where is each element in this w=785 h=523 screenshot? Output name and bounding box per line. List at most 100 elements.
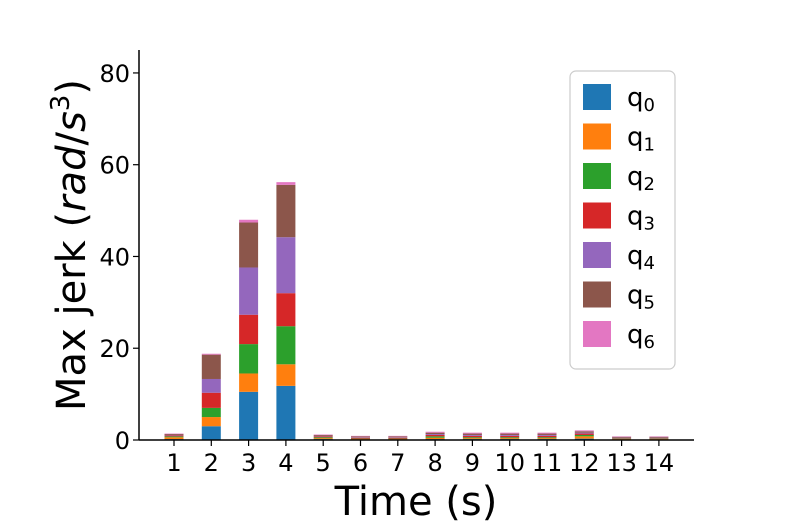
bar-segment (351, 436, 370, 438)
bar-segment (164, 436, 184, 438)
x-tick-label: 1 (166, 449, 181, 477)
bar-segment (239, 267, 259, 315)
bar-segment (164, 437, 184, 440)
x-ticks-group: 1 2 3 4 5 6 7 8 9 10 11 12 13 14 (166, 440, 674, 477)
bar-segment (201, 353, 221, 355)
bar-segment (276, 237, 296, 294)
bar-segment (276, 293, 296, 327)
bar-segment (425, 437, 445, 440)
y-axis-title-slash: / (49, 132, 95, 146)
legend-label: q6 (627, 320, 655, 353)
axes-group (138, 50, 694, 441)
bar-segment (537, 433, 557, 435)
bar-segment (239, 219, 259, 223)
bar-segment (649, 436, 669, 438)
bar-segment (201, 407, 221, 418)
bar-segment (276, 385, 296, 440)
bar-segment (425, 436, 445, 438)
bar-segment (500, 434, 520, 436)
bar-segment (276, 184, 296, 238)
legend-label: q2 (627, 162, 655, 195)
bar-segment (276, 364, 296, 386)
bar-segment (574, 431, 594, 433)
bar-segment (462, 434, 482, 436)
bar-segment (574, 430, 594, 432)
y-axis-title-prefix: Max jerk ( (49, 212, 95, 411)
legend-items: q0 q1 q2 q3 q4 q5 q6 (583, 83, 655, 353)
x-tick-label: 10 (494, 449, 525, 477)
y-axis-title-exp: 3 (46, 95, 76, 112)
bar-segment (537, 432, 557, 434)
y-axis-title-unit-num: rad (49, 145, 95, 212)
legend-swatch (583, 281, 611, 308)
x-tick-label: 6 (353, 449, 368, 477)
bar-segment (462, 435, 482, 438)
bar-segment (462, 432, 482, 434)
bar-segment (313, 437, 333, 439)
x-tick-label: 2 (204, 449, 219, 477)
legend-label: q3 (627, 202, 655, 235)
bar-segment (612, 436, 632, 438)
bar-segment (201, 378, 221, 393)
legend-label: q0 (627, 83, 655, 116)
bar-segment (574, 433, 594, 435)
bar-segment (201, 354, 221, 379)
bar-segment (313, 434, 333, 436)
y-tick-label: 0 (115, 427, 130, 455)
bar-segment (239, 314, 259, 345)
bar-segment (574, 432, 594, 434)
bar-segment (164, 434, 184, 435)
bar-segment (537, 435, 557, 438)
x-tick-label: 5 (316, 449, 331, 477)
bar-segment (388, 437, 408, 439)
bar-segment (574, 436, 594, 439)
bar-segment (500, 432, 520, 434)
bar-segment (276, 326, 296, 365)
x-tick-label: 13 (606, 449, 637, 477)
bar-segment (313, 436, 333, 438)
bar-segment (425, 431, 445, 433)
x-tick-label: 3 (241, 449, 256, 477)
x-tick-label: 14 (644, 449, 675, 477)
bar-segment (351, 437, 370, 439)
y-tick-label: 80 (99, 60, 130, 88)
legend: q0 q1 q2 q3 q4 q5 q6 (569, 70, 676, 370)
y-axis-title: Max jerk (rad/s3) (46, 79, 95, 411)
bar-segment (425, 434, 445, 437)
y-tick-label: 40 (99, 243, 130, 271)
bar-segment (201, 426, 221, 440)
bar-segment (239, 344, 259, 374)
y-ticks-group: 0 20 40 60 80 (99, 60, 139, 455)
bar-segment (164, 435, 184, 437)
y-axis-title-unit-den: s (49, 111, 95, 132)
x-tick-label: 9 (465, 449, 480, 477)
legend-label: q4 (627, 241, 655, 274)
legend-swatch (583, 84, 611, 110)
legend-swatch (583, 123, 611, 150)
bar-segment (500, 437, 520, 439)
legend-swatch (583, 202, 611, 229)
y-tick-label: 20 (99, 335, 130, 363)
legend-swatch (583, 163, 611, 189)
bar-segment (276, 182, 296, 185)
bar-segment (537, 437, 557, 439)
bar-segment (462, 438, 482, 440)
bar-segment (462, 437, 482, 439)
x-tick-label: 7 (390, 449, 405, 477)
bar-segment (500, 435, 520, 438)
bar-segment (500, 438, 520, 440)
x-tick-label: 4 (278, 449, 293, 477)
bars-group (164, 182, 669, 440)
legend-swatch (583, 242, 611, 268)
y-tick-label: 60 (99, 152, 130, 180)
x-tick-label: 12 (569, 449, 600, 477)
bar-segment (388, 436, 408, 438)
bar-segment (239, 222, 259, 268)
bar-segment (239, 373, 259, 392)
bar-segment (574, 434, 594, 437)
x-axis-title: Time (s) (334, 479, 498, 523)
bar-segment (239, 391, 259, 440)
bar-segment (425, 432, 445, 435)
bar-segment (537, 438, 557, 440)
